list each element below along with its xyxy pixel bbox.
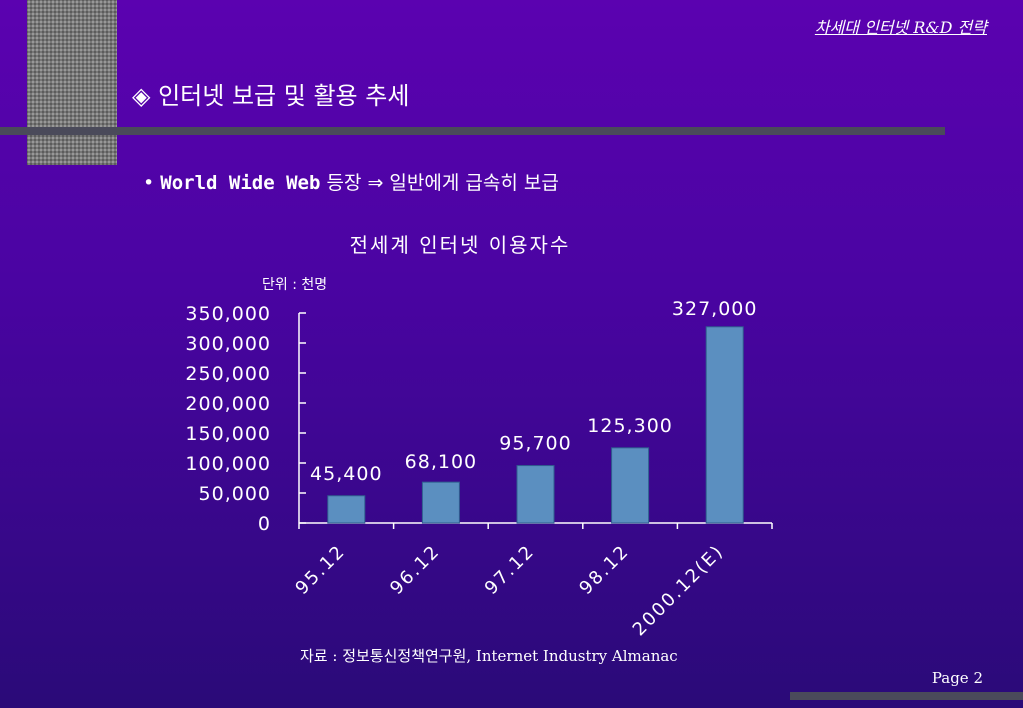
y-tick-label: 50,000: [199, 483, 271, 505]
x-tick-label: 97.12: [481, 541, 539, 599]
header-divider: [0, 127, 945, 135]
x-tick-label: 98.12: [575, 541, 633, 599]
decorative-pattern-block: [27, 0, 117, 165]
bar: [516, 465, 555, 524]
y-tick-label: 350,000: [185, 303, 271, 325]
source-note: 자료 : 정보통신정책연구원, Internet Industry Almana…: [300, 647, 678, 665]
x-tick-label: 96.12: [386, 541, 444, 599]
unit-label: 단위 : 천명: [262, 277, 327, 293]
bullet-text: 등장 ⇒ 일반에게 급속히 보급: [320, 172, 559, 194]
slide-title: ◈ 인터넷 보급 및 활용 추세: [132, 82, 410, 110]
x-tick-label: 2000.12(E): [629, 541, 729, 641]
chart-title: 전세계 인터넷 이용자수: [350, 233, 571, 257]
y-tick-label: 100,000: [185, 453, 271, 475]
footer-divider: [790, 692, 1023, 700]
y-tick-label: 250,000: [185, 363, 271, 385]
document-header-title: 차세대 인터넷 R&D 전략: [814, 18, 987, 37]
y-tick-label: 0: [258, 513, 271, 535]
x-tick-label: 95.12: [291, 541, 349, 599]
bar: [611, 447, 650, 524]
y-tick-label: 200,000: [185, 393, 271, 415]
data-label: 45,400: [310, 463, 382, 485]
data-label: 95,700: [499, 433, 571, 455]
bullet-mono-text: World Wide Web: [160, 172, 321, 194]
bar: [421, 481, 460, 524]
data-label: 125,300: [587, 415, 673, 437]
page-number: Page 2: [931, 669, 983, 687]
bullet-point: • World Wide Web 등장 ⇒ 일반에게 급속히 보급: [143, 168, 559, 195]
y-tick-label: 300,000: [185, 333, 271, 355]
bar: [705, 326, 744, 524]
data-label: 327,000: [672, 298, 758, 320]
data-label: 68,100: [405, 451, 477, 473]
y-tick-label: 150,000: [185, 423, 271, 445]
bar: [327, 495, 366, 524]
bullet-mark: •: [143, 172, 155, 194]
